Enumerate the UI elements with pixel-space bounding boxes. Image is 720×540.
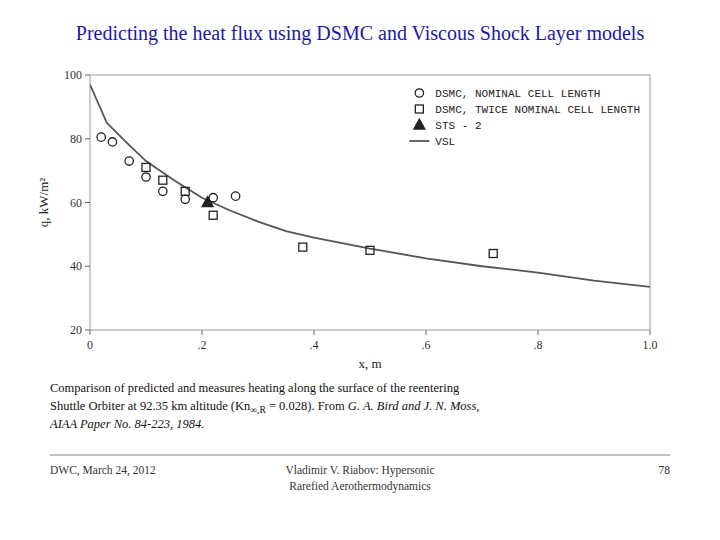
y-tick-label: 20 [70, 323, 82, 337]
legend-label: DSMC, NOMINAL CELL LENGTH [435, 88, 600, 100]
footer-text: 78 [659, 464, 671, 476]
legend-label: DSMC, TWICE NOMINAL CELL LENGTH [435, 104, 640, 116]
legend-swatch [415, 105, 423, 113]
caption: Comparison of predicted and measures hea… [49, 381, 479, 431]
y-axis-label: q, kW/m² [36, 178, 51, 227]
legend-swatch [415, 89, 423, 97]
x-tick [314, 330, 315, 335]
legend-swatch [414, 119, 425, 129]
footer-text: Rarefied Aerothermodynamics [289, 480, 431, 493]
point [202, 197, 213, 207]
legend-item: DSMC, TWICE NOMINAL CELL LENGTH [415, 104, 640, 116]
y-tick-label: 80 [70, 132, 82, 146]
x-tick [650, 330, 651, 335]
footer-text: Vladimir V. Riabov: Hypersonic [285, 464, 434, 477]
caption-text: G. A. Bird and J. N. Moss, [348, 399, 480, 413]
footer: DWC, March 24, 2012 Vladimir V. Riabov: H… [50, 464, 670, 493]
x-tick-label: .2 [198, 338, 207, 352]
caption-text: = 0.028). From [266, 399, 348, 413]
y-tick-label: 40 [70, 259, 82, 273]
x-axis-label: x, m [358, 356, 381, 371]
caption-line: Comparison of predicted and measures hea… [50, 381, 460, 395]
point [299, 243, 307, 251]
line [90, 85, 650, 287]
plot-frame [90, 75, 650, 330]
caption-text: Comparison of predicted and measures hea… [50, 381, 460, 395]
caption-line: AIAA Paper No. 84-223, 1984. [49, 417, 204, 431]
point [159, 187, 167, 195]
point [159, 176, 167, 184]
y-tick-label: 100 [64, 68, 82, 82]
point [142, 163, 150, 171]
chart: Predicting the heat flux using DSMC and … [0, 0, 720, 540]
x-tick-label: .6 [422, 338, 431, 352]
legend-label: STS - 2 [435, 120, 481, 132]
footer-text: DWC, March 24, 2012 [50, 464, 156, 477]
x-tick-label: 0 [87, 338, 93, 352]
point [366, 246, 374, 254]
point [209, 211, 217, 219]
x-tick-label: .8 [534, 338, 543, 352]
legend-item: DSMC, NOMINAL CELL LENGTH [415, 88, 600, 100]
caption-text: ∞,R [250, 405, 266, 415]
legend-label: VSL [435, 136, 455, 148]
y-tick-label: 60 [70, 196, 82, 210]
page: {"chart_data": { "type": "scatter", "tit… [0, 0, 720, 540]
title: Predicting the heat flux using DSMC and … [76, 22, 645, 45]
legend-item: STS - 2 [414, 119, 482, 132]
y-tick [85, 75, 90, 76]
caption-line: Shuttle Orbiter at 92.35 km altitude (Kn… [50, 399, 479, 415]
point [142, 173, 150, 181]
x-tick-label: 1.0 [643, 338, 658, 352]
marks [90, 85, 650, 287]
axes: 0 .2 .4 .6 .8 1.0 20 40 60 80 100 [64, 68, 658, 352]
y-tick [85, 138, 90, 139]
x-tick-label: .4 [310, 338, 319, 352]
caption-text: AIAA Paper No. 84-223, 1984. [49, 417, 204, 431]
point [489, 250, 497, 258]
y-tick [85, 266, 90, 267]
x-tick [538, 330, 539, 335]
legend-swatch [409, 140, 429, 142]
point [108, 138, 116, 146]
point [125, 157, 133, 165]
legend-item: VSL [409, 136, 455, 148]
caption-text: Shuttle Orbiter at 92.35 km altitude (Kn [50, 399, 251, 413]
point [231, 192, 239, 200]
point [97, 133, 105, 141]
x-tick [202, 330, 203, 335]
y-tick [85, 202, 90, 203]
x-tick [426, 330, 427, 335]
separator [50, 455, 670, 456]
y-tick [85, 330, 90, 331]
x-tick [90, 330, 91, 335]
point [181, 187, 189, 195]
point [181, 195, 189, 203]
legend: DSMC, NOMINAL CELL LENGTH DSMC, TWICE NOM… [409, 88, 640, 148]
